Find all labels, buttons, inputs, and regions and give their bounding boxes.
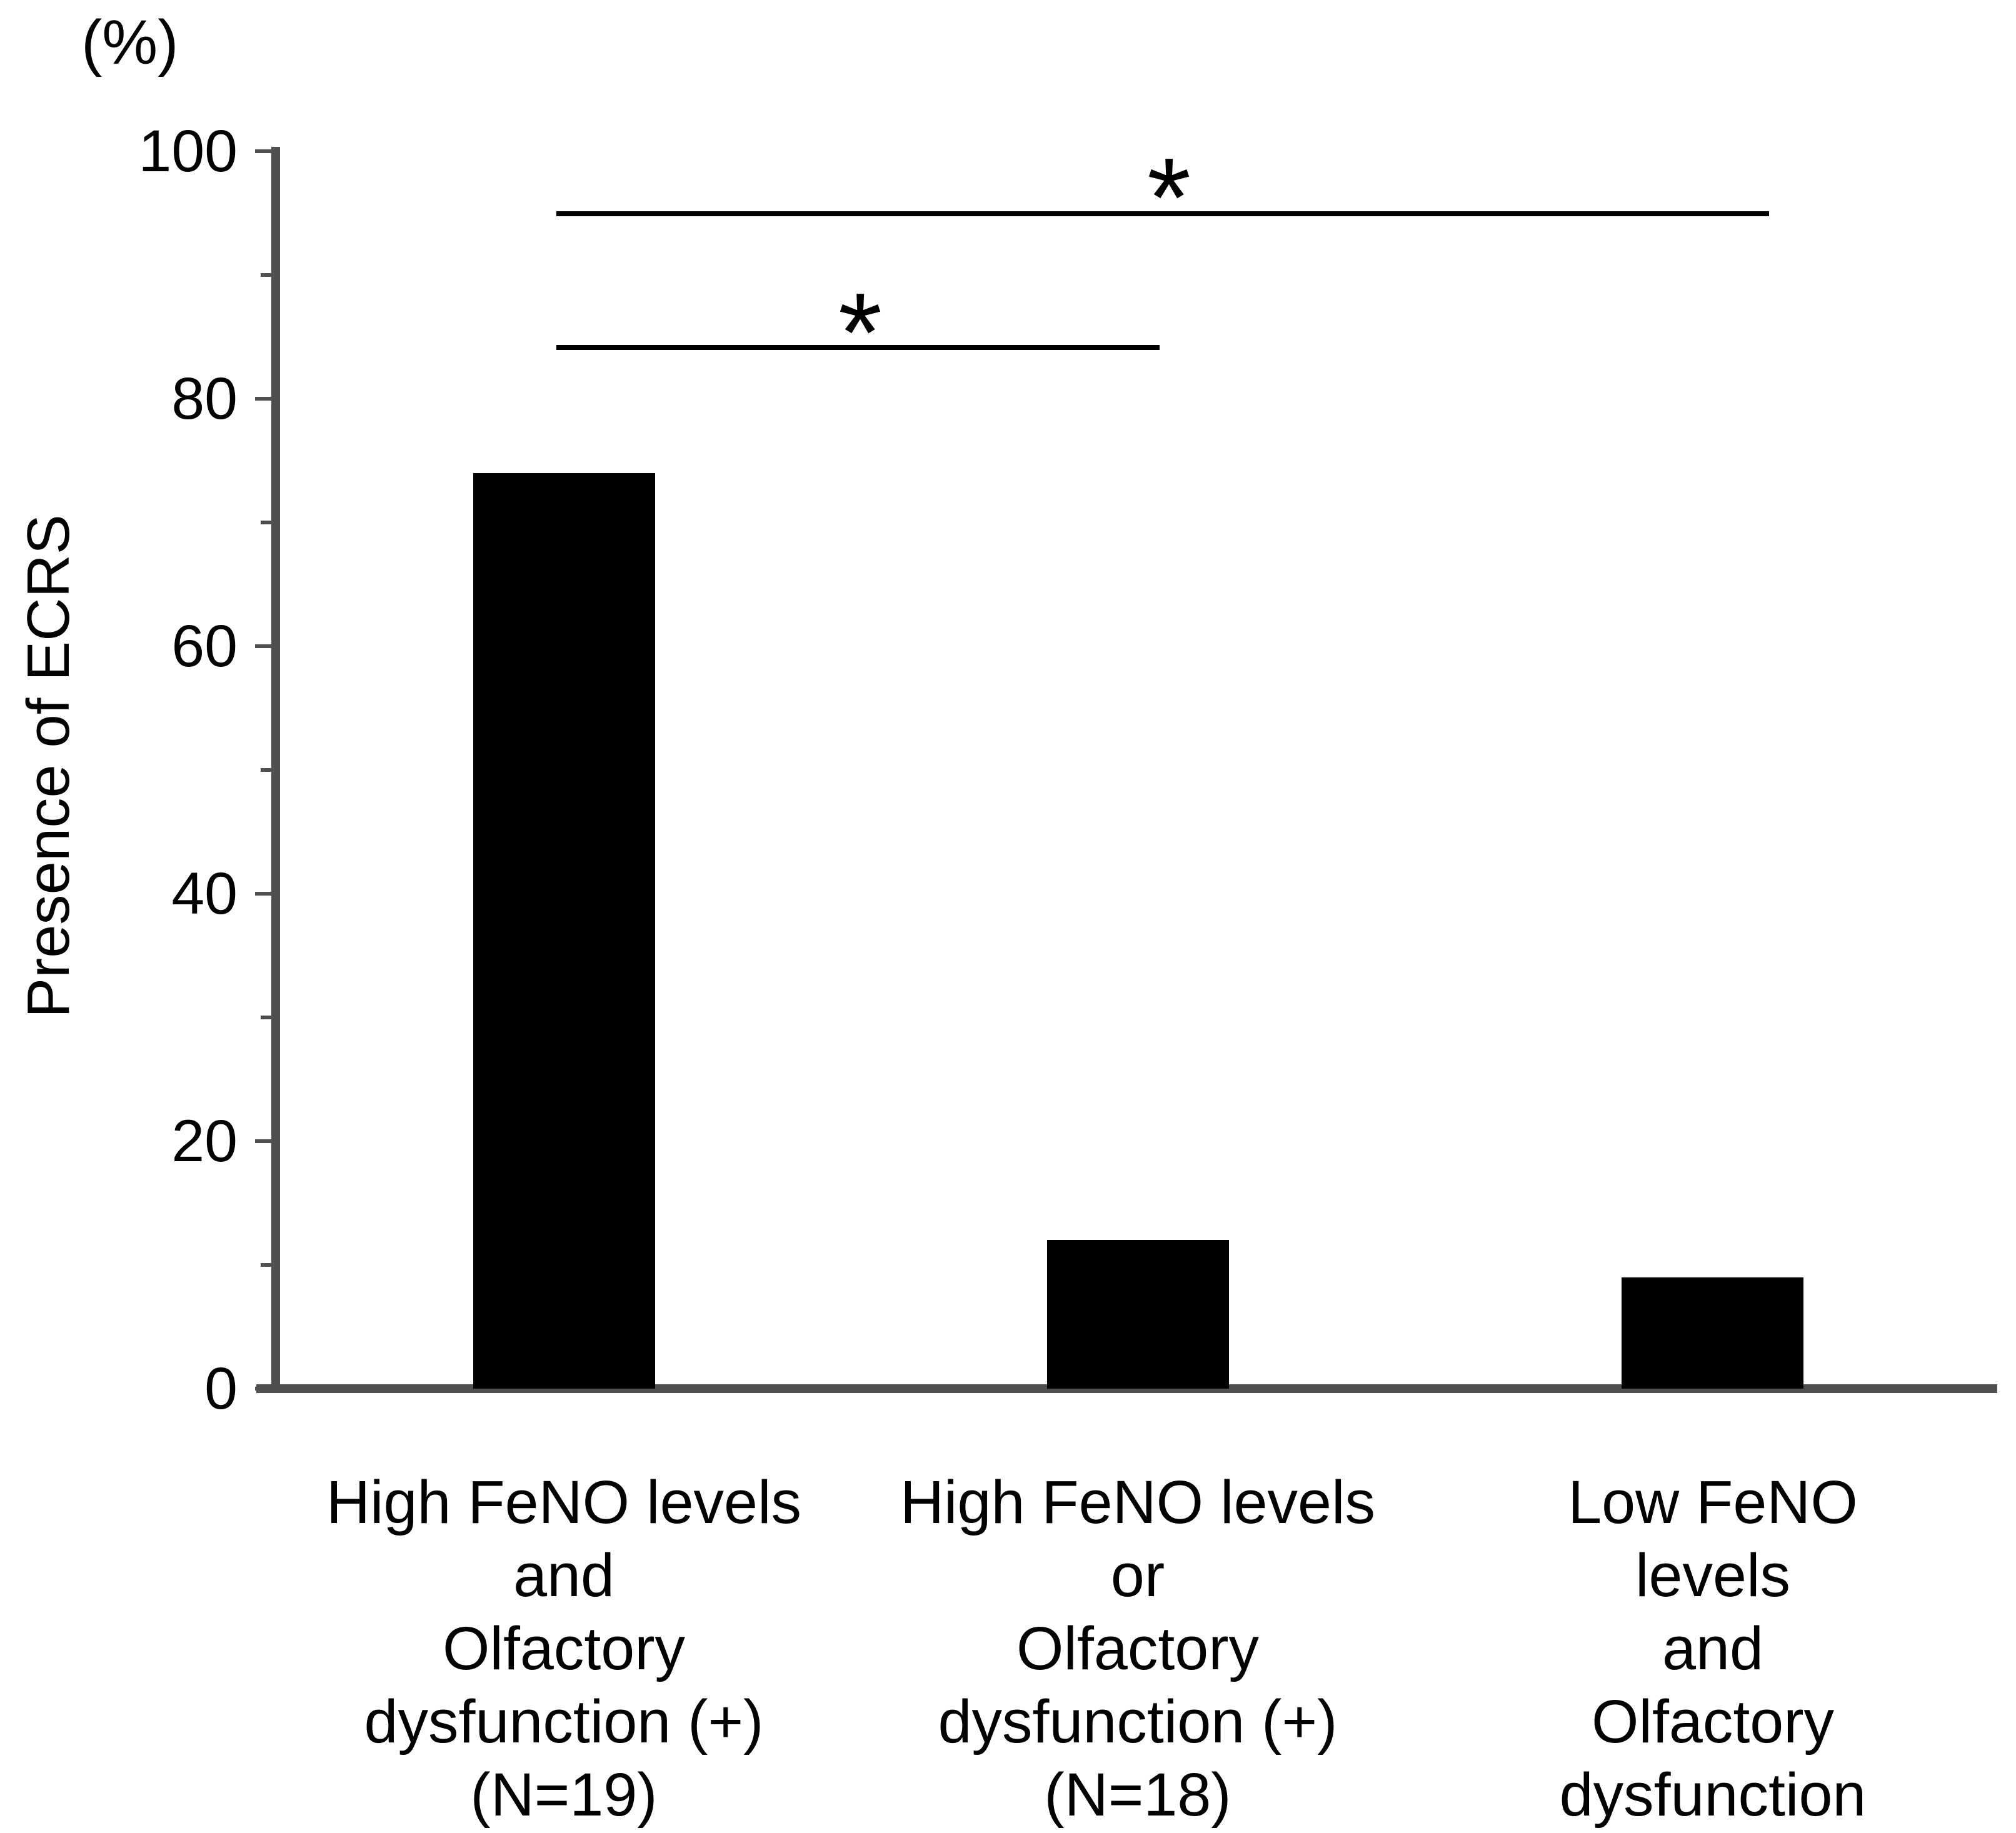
- significance-line-group1-group2: [556, 345, 1160, 350]
- y-major-tick-40: [255, 892, 273, 896]
- y-major-tick-0: [255, 1387, 273, 1391]
- y-tick-label-0: 0: [204, 1356, 238, 1422]
- y-tick-label-20: 20: [171, 1108, 238, 1174]
- y-tick-label-40: 40: [171, 861, 238, 927]
- y-axis-title: Presence of ECRS: [15, 514, 82, 1018]
- y-axis-unit-label: (%): [81, 7, 179, 77]
- y-major-tick-60: [255, 644, 273, 648]
- significance-asterisk-group1-group2: *: [838, 270, 883, 396]
- y-major-tick-100: [255, 149, 273, 153]
- y-major-tick-20: [255, 1139, 273, 1143]
- y-axis-line: [271, 147, 280, 1393]
- significance-asterisk-group1-group3: *: [1146, 135, 1191, 261]
- x-category-label-2: High FeNO levels or Olfactory dysfunctio…: [900, 1468, 1376, 1829]
- x-category-label-1: High FeNO levels and Olfactory dysfuncti…: [326, 1468, 802, 1829]
- y-minor-tick-90: [261, 273, 273, 277]
- bar-low-feno-and-no-olfactory-dysfunction: [1622, 1277, 1803, 1389]
- bar-high-feno-and-olfactory-dysfunction: [473, 473, 655, 1389]
- y-major-tick-80: [255, 397, 273, 401]
- y-minor-tick-50: [261, 768, 273, 772]
- x-axis-line: [256, 1384, 1997, 1393]
- y-minor-tick-10: [261, 1263, 273, 1267]
- significance-line-group1-group3: [556, 211, 1769, 216]
- y-minor-tick-30: [261, 1016, 273, 1019]
- x-category-label-3: Low FeNO levels and Olfactory dysfunctio…: [1559, 1468, 1867, 1829]
- y-minor-tick-70: [261, 521, 273, 524]
- bar-high-feno-or-olfactory-dysfunction: [1047, 1240, 1229, 1389]
- y-tick-label-60: 60: [171, 613, 238, 679]
- y-tick-label-100: 100: [138, 118, 238, 184]
- y-tick-label-80: 80: [171, 366, 238, 432]
